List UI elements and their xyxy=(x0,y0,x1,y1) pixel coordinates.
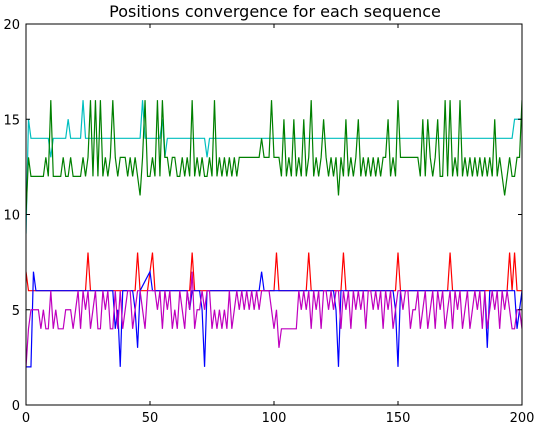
x-tick-label: 50 xyxy=(142,411,159,426)
y-tick-label: 15 xyxy=(3,113,20,128)
y-tick-label: 20 xyxy=(3,18,20,33)
x-tick-label: 150 xyxy=(386,411,411,426)
series-layer xyxy=(26,100,522,367)
series-line-3 xyxy=(26,253,522,291)
axes-layer: 0 50 100 150 200 0 5 10 15 20 xyxy=(3,18,534,426)
plot-frame xyxy=(26,24,522,405)
chart-title: Positions convergence for each sequence xyxy=(109,2,441,21)
x-tick-label: 0 xyxy=(22,411,30,426)
y-tick-label: 5 xyxy=(12,304,20,319)
x-tick-label: 200 xyxy=(510,411,535,426)
x-tick-label: 100 xyxy=(262,411,287,426)
y-tick-label: 0 xyxy=(12,399,20,414)
y-tick-label: 10 xyxy=(3,209,20,224)
series-line-2 xyxy=(26,100,522,214)
